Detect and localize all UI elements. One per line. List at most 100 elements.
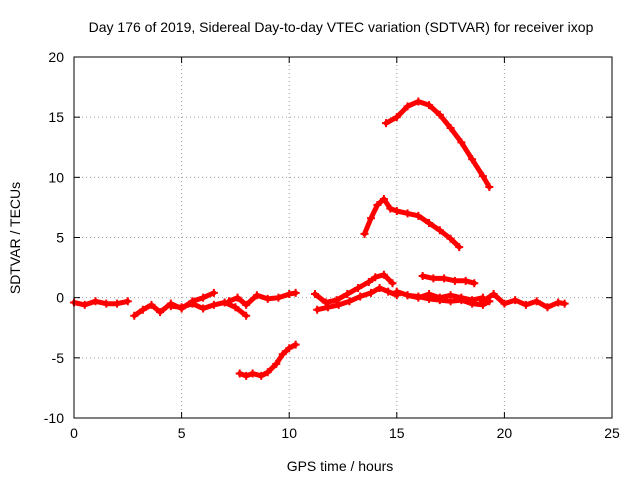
data-point xyxy=(123,297,132,306)
data-point xyxy=(343,290,352,299)
data-point xyxy=(379,194,388,203)
data-point xyxy=(311,290,320,299)
data-point xyxy=(138,305,147,314)
y-tick-label: 0 xyxy=(56,290,64,306)
data-point xyxy=(425,294,434,303)
data-point xyxy=(414,211,423,220)
grid xyxy=(74,57,612,418)
data-point xyxy=(272,359,281,368)
data-point xyxy=(440,274,449,283)
data-point xyxy=(446,234,455,243)
y-tick-label: -5 xyxy=(52,350,65,366)
data-point xyxy=(457,138,466,147)
data-point xyxy=(334,300,343,309)
data-point xyxy=(425,101,434,110)
x-tick-label: 15 xyxy=(389,425,405,441)
data-point xyxy=(242,300,251,309)
data-point xyxy=(468,299,477,308)
y-tick-label: 10 xyxy=(48,169,64,185)
x-tick-label: 20 xyxy=(497,425,513,441)
data-point xyxy=(403,102,412,111)
data-point xyxy=(435,296,444,305)
data-point xyxy=(446,297,455,306)
data-point xyxy=(332,296,341,305)
data-point xyxy=(113,299,122,308)
data-point xyxy=(371,273,380,282)
data-point xyxy=(263,294,272,303)
data-point xyxy=(554,298,563,307)
data-point xyxy=(532,297,541,306)
data-point xyxy=(450,276,459,285)
x-tick-label: 10 xyxy=(281,425,297,441)
data-point xyxy=(209,300,218,309)
data-point xyxy=(392,113,401,122)
data-point xyxy=(224,297,233,306)
data-point xyxy=(285,344,294,353)
data-point xyxy=(156,308,165,317)
y-tick-label: 5 xyxy=(56,230,64,246)
data-point xyxy=(521,300,530,309)
data-point xyxy=(233,293,242,302)
data-point xyxy=(242,371,251,380)
data-point xyxy=(392,287,401,296)
data-point xyxy=(313,305,322,314)
data-point xyxy=(231,303,240,312)
data-point xyxy=(478,172,487,181)
data-point xyxy=(80,300,89,309)
data-point xyxy=(457,296,466,305)
data-point xyxy=(263,368,272,377)
data-point xyxy=(188,299,197,308)
data-point xyxy=(418,272,427,281)
y-axis-label: SDTVAR / TECUs xyxy=(7,182,23,294)
data-point xyxy=(425,219,434,228)
data-point xyxy=(345,297,354,306)
data-point xyxy=(252,291,261,300)
data-points xyxy=(70,97,569,380)
data-point xyxy=(321,298,330,307)
series-track-8 xyxy=(362,196,462,250)
data-point xyxy=(102,299,111,308)
data-point xyxy=(91,297,100,306)
data-point xyxy=(356,292,365,301)
data-point xyxy=(468,155,477,164)
data-point xyxy=(429,274,438,283)
data-point xyxy=(489,290,498,299)
data-point xyxy=(166,302,175,311)
x-tick-label: 5 xyxy=(178,425,186,441)
data-point xyxy=(375,284,384,293)
data-point xyxy=(354,284,363,293)
data-point xyxy=(360,229,369,238)
data-point xyxy=(130,311,139,320)
data-point xyxy=(257,371,266,380)
data-point xyxy=(414,292,423,301)
data-point xyxy=(291,340,300,349)
x-tick-label: 25 xyxy=(604,425,620,441)
data-point xyxy=(435,226,444,235)
data-point xyxy=(384,287,393,296)
data-point xyxy=(285,290,294,299)
data-point xyxy=(403,291,412,300)
x-tick-label: 0 xyxy=(70,425,78,441)
data-point xyxy=(455,243,464,252)
data-point xyxy=(511,296,520,305)
data-point xyxy=(199,293,208,302)
data-point xyxy=(364,278,373,287)
data-point xyxy=(478,297,487,306)
data-point xyxy=(403,209,412,218)
y-tick-label: -10 xyxy=(44,410,64,426)
data-point xyxy=(414,97,423,106)
data-point xyxy=(235,369,244,378)
data-point xyxy=(366,214,375,223)
data-point xyxy=(274,293,283,302)
chart-title: Day 176 of 2019, Sidereal Day-to-day VTE… xyxy=(89,19,594,35)
x-axis-label: GPS time / hours xyxy=(287,458,394,474)
data-point xyxy=(291,288,300,297)
y-tick-label: 20 xyxy=(48,49,64,65)
data-point xyxy=(461,276,470,285)
data-point xyxy=(543,303,552,312)
data-point xyxy=(382,119,391,128)
data-point xyxy=(373,201,382,210)
data-point xyxy=(560,299,569,308)
y-tick-label: 15 xyxy=(48,109,64,125)
